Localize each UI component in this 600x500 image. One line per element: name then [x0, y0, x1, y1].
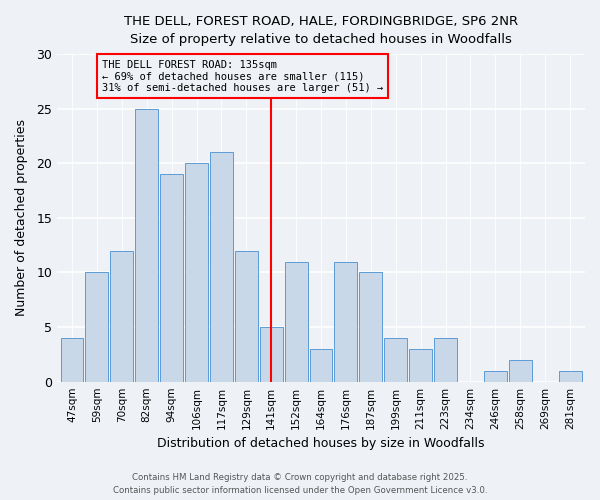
- Bar: [235, 250, 258, 382]
- Bar: [61, 338, 83, 382]
- Bar: [210, 152, 233, 382]
- Bar: [559, 371, 581, 382]
- X-axis label: Distribution of detached houses by size in Woodfalls: Distribution of detached houses by size …: [157, 437, 485, 450]
- Bar: [85, 272, 109, 382]
- Bar: [434, 338, 457, 382]
- Bar: [160, 174, 183, 382]
- Bar: [484, 371, 507, 382]
- Text: Contains HM Land Registry data © Crown copyright and database right 2025.
Contai: Contains HM Land Registry data © Crown c…: [113, 474, 487, 495]
- Y-axis label: Number of detached properties: Number of detached properties: [15, 120, 28, 316]
- Bar: [310, 349, 332, 382]
- Bar: [384, 338, 407, 382]
- Bar: [409, 349, 432, 382]
- Bar: [110, 250, 133, 382]
- Bar: [509, 360, 532, 382]
- Bar: [260, 327, 283, 382]
- Bar: [185, 164, 208, 382]
- Text: THE DELL FOREST ROAD: 135sqm
← 69% of detached houses are smaller (115)
31% of s: THE DELL FOREST ROAD: 135sqm ← 69% of de…: [102, 60, 383, 93]
- Bar: [334, 262, 358, 382]
- Title: THE DELL, FOREST ROAD, HALE, FORDINGBRIDGE, SP6 2NR
Size of property relative to: THE DELL, FOREST ROAD, HALE, FORDINGBRID…: [124, 15, 518, 46]
- Bar: [135, 108, 158, 382]
- Bar: [284, 262, 308, 382]
- Bar: [359, 272, 382, 382]
